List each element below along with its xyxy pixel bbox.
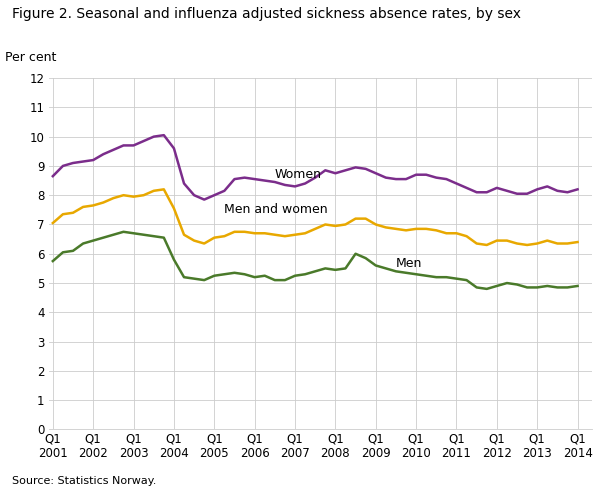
Text: Figure 2. Seasonal and influenza adjusted sickness absence rates, by sex: Figure 2. Seasonal and influenza adjuste… [12,7,521,21]
Text: Men: Men [396,257,422,270]
Text: Source: Statistics Norway.: Source: Statistics Norway. [12,476,157,486]
Text: Women: Women [275,168,322,181]
Text: Men and women: Men and women [224,203,328,216]
Text: Per cent: Per cent [5,51,57,64]
